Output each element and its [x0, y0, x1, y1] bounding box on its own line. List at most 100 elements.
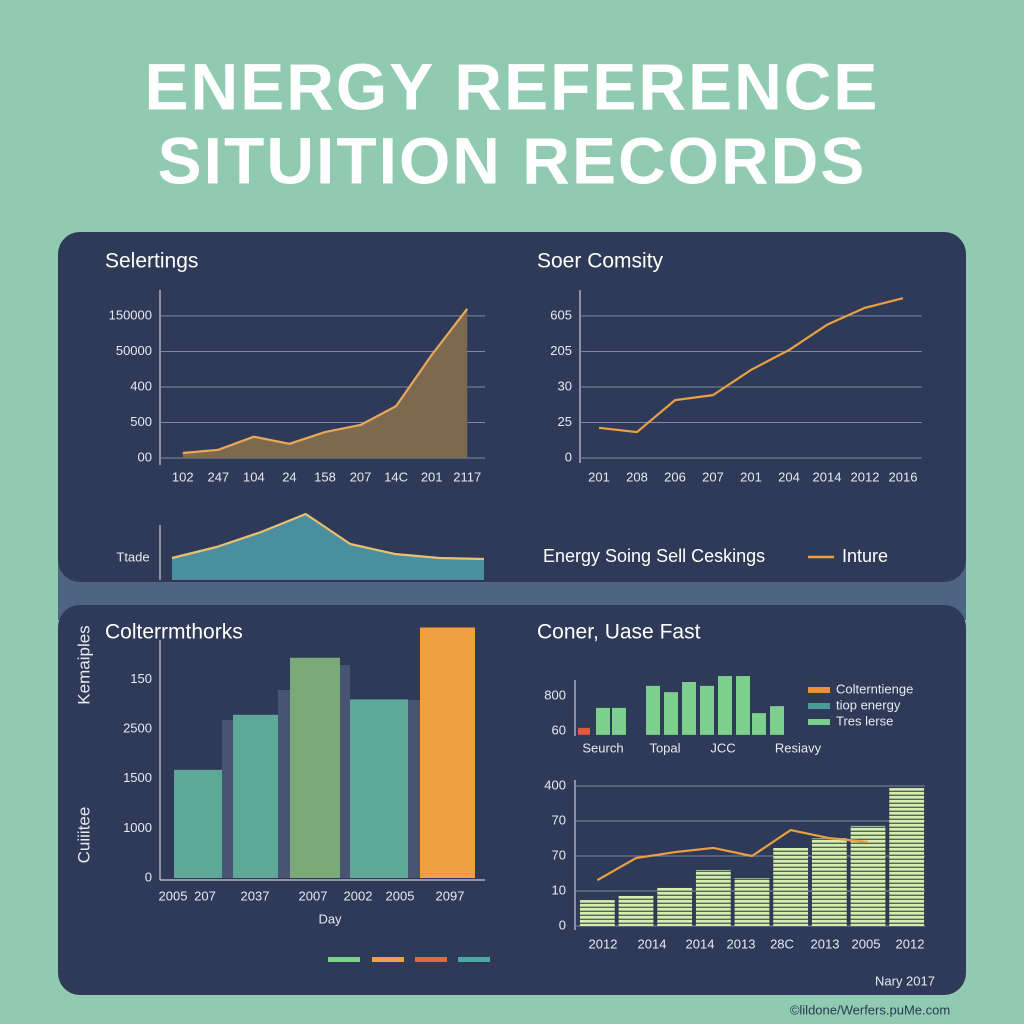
bar	[734, 878, 770, 926]
x-axis-label: Day	[318, 911, 342, 926]
line	[171, 512, 485, 561]
y-tick-label: 205	[550, 343, 572, 358]
x-tick-label: 104	[243, 469, 265, 484]
title-line: ENERGY REFERENCE	[145, 49, 880, 123]
x-tick-label: Seurch	[582, 740, 623, 755]
y-tick-label: 10	[552, 882, 566, 897]
x-tick-label: 201	[740, 469, 762, 484]
y-tick-label: 25	[558, 414, 572, 429]
bar	[290, 657, 340, 878]
footer-credit: ©lildone/Werfers.puMe.com	[790, 1002, 950, 1017]
x-tick-label: 206	[664, 469, 686, 484]
y-tick-label: 1000	[123, 820, 152, 835]
x-tick-label: JCC	[710, 740, 735, 755]
legend-label: Tres lerse	[836, 713, 893, 728]
bar	[618, 895, 654, 926]
x-tick-label: 2013	[811, 936, 840, 951]
bar	[811, 838, 847, 926]
y-tick-label: 50000	[116, 343, 152, 358]
x-tick-label: 201	[588, 469, 610, 484]
bar	[233, 714, 278, 878]
bar-gap	[278, 690, 290, 878]
y-tick-label: 0	[559, 917, 566, 932]
x-tick-label: 2014	[813, 469, 842, 484]
line	[598, 297, 904, 434]
chart-title: Coner, Uase Fast	[537, 621, 701, 644]
bar	[664, 692, 678, 735]
bar	[695, 870, 731, 926]
caption: Energy Soing Sell Ceskings	[543, 546, 765, 566]
y-tick-label: 150	[130, 671, 152, 686]
chart-title: Selertings	[105, 250, 198, 273]
x-tick-label: 2002	[344, 888, 373, 903]
line	[182, 308, 469, 455]
legend-label: tiop energy	[836, 697, 901, 712]
legend-swatch	[808, 703, 830, 709]
x-tick-label: 2037	[241, 888, 270, 903]
bar	[850, 825, 886, 926]
bar	[596, 707, 610, 735]
y-tick-label: 400	[544, 777, 566, 792]
y-tick-label: 30	[558, 378, 572, 393]
y-axis-label: Cuiiitee	[74, 807, 93, 864]
bar	[579, 900, 615, 926]
line	[596, 829, 869, 882]
bar	[657, 887, 693, 926]
x-tick-label: 201	[421, 469, 443, 484]
legend-swatch	[328, 957, 360, 962]
y-tick-label: 1500	[123, 770, 152, 785]
y-tick-label: 500	[130, 414, 152, 429]
y-tick-label: 0	[565, 449, 572, 464]
title-line: SITUITION RECORDS	[158, 123, 867, 197]
x-tick-label: Resiavy	[775, 740, 822, 755]
bar-gap	[408, 700, 420, 878]
bar	[700, 685, 714, 735]
x-tick-label: 2014	[686, 936, 715, 951]
chart-title: Soer Comsity	[537, 250, 664, 273]
x-tick-label: 2014	[638, 936, 667, 951]
legend-swatch	[808, 687, 830, 693]
bar	[682, 682, 696, 735]
bar	[889, 788, 925, 926]
y-tick-label: 70	[552, 847, 566, 862]
x-tick-label: 14C	[384, 469, 408, 484]
x-tick-label: 207	[350, 469, 372, 484]
y-tick-label: 800	[544, 687, 566, 702]
y-tick-label: 400	[130, 378, 152, 393]
bar-gap	[222, 720, 233, 878]
x-tick-label: 2016	[889, 469, 918, 484]
bar	[770, 706, 784, 735]
x-tick-label: 28C	[770, 936, 794, 951]
y-tick-label: 605	[550, 307, 572, 322]
x-tick-label: 2117	[453, 469, 481, 484]
bar	[174, 769, 222, 878]
x-tick-label: 24	[282, 469, 296, 484]
x-tick-label: Topal	[649, 740, 680, 755]
x-tick-label: 2012	[589, 936, 618, 951]
bar	[773, 847, 809, 926]
legend-swatch	[372, 957, 404, 962]
x-tick-label: 2005	[159, 888, 188, 903]
area	[182, 308, 468, 458]
x-tick-label: 158	[314, 469, 336, 484]
x-tick-label: 204	[778, 469, 800, 484]
legend-swatch	[808, 719, 830, 725]
y-tick-label: 2500	[123, 721, 152, 736]
x-tick-label: 102	[172, 469, 194, 484]
x-tick-label: 2013	[727, 936, 756, 951]
bar	[612, 707, 626, 735]
bar	[420, 627, 475, 878]
y-tick-label: 60	[552, 722, 566, 737]
y-axis-label: Kemaiples	[74, 625, 93, 704]
footer-date: Nary 2017	[875, 973, 935, 988]
x-tick-label: 247	[207, 469, 229, 484]
bar	[736, 676, 750, 735]
bar	[718, 676, 732, 735]
x-tick-label: 208	[626, 469, 648, 484]
x-tick-label: 2005	[852, 936, 881, 951]
x-tick-label: 2012	[851, 469, 880, 484]
x-tick-label: 2007	[299, 888, 328, 903]
x-tick-label: 2005	[386, 888, 415, 903]
area	[172, 514, 484, 580]
